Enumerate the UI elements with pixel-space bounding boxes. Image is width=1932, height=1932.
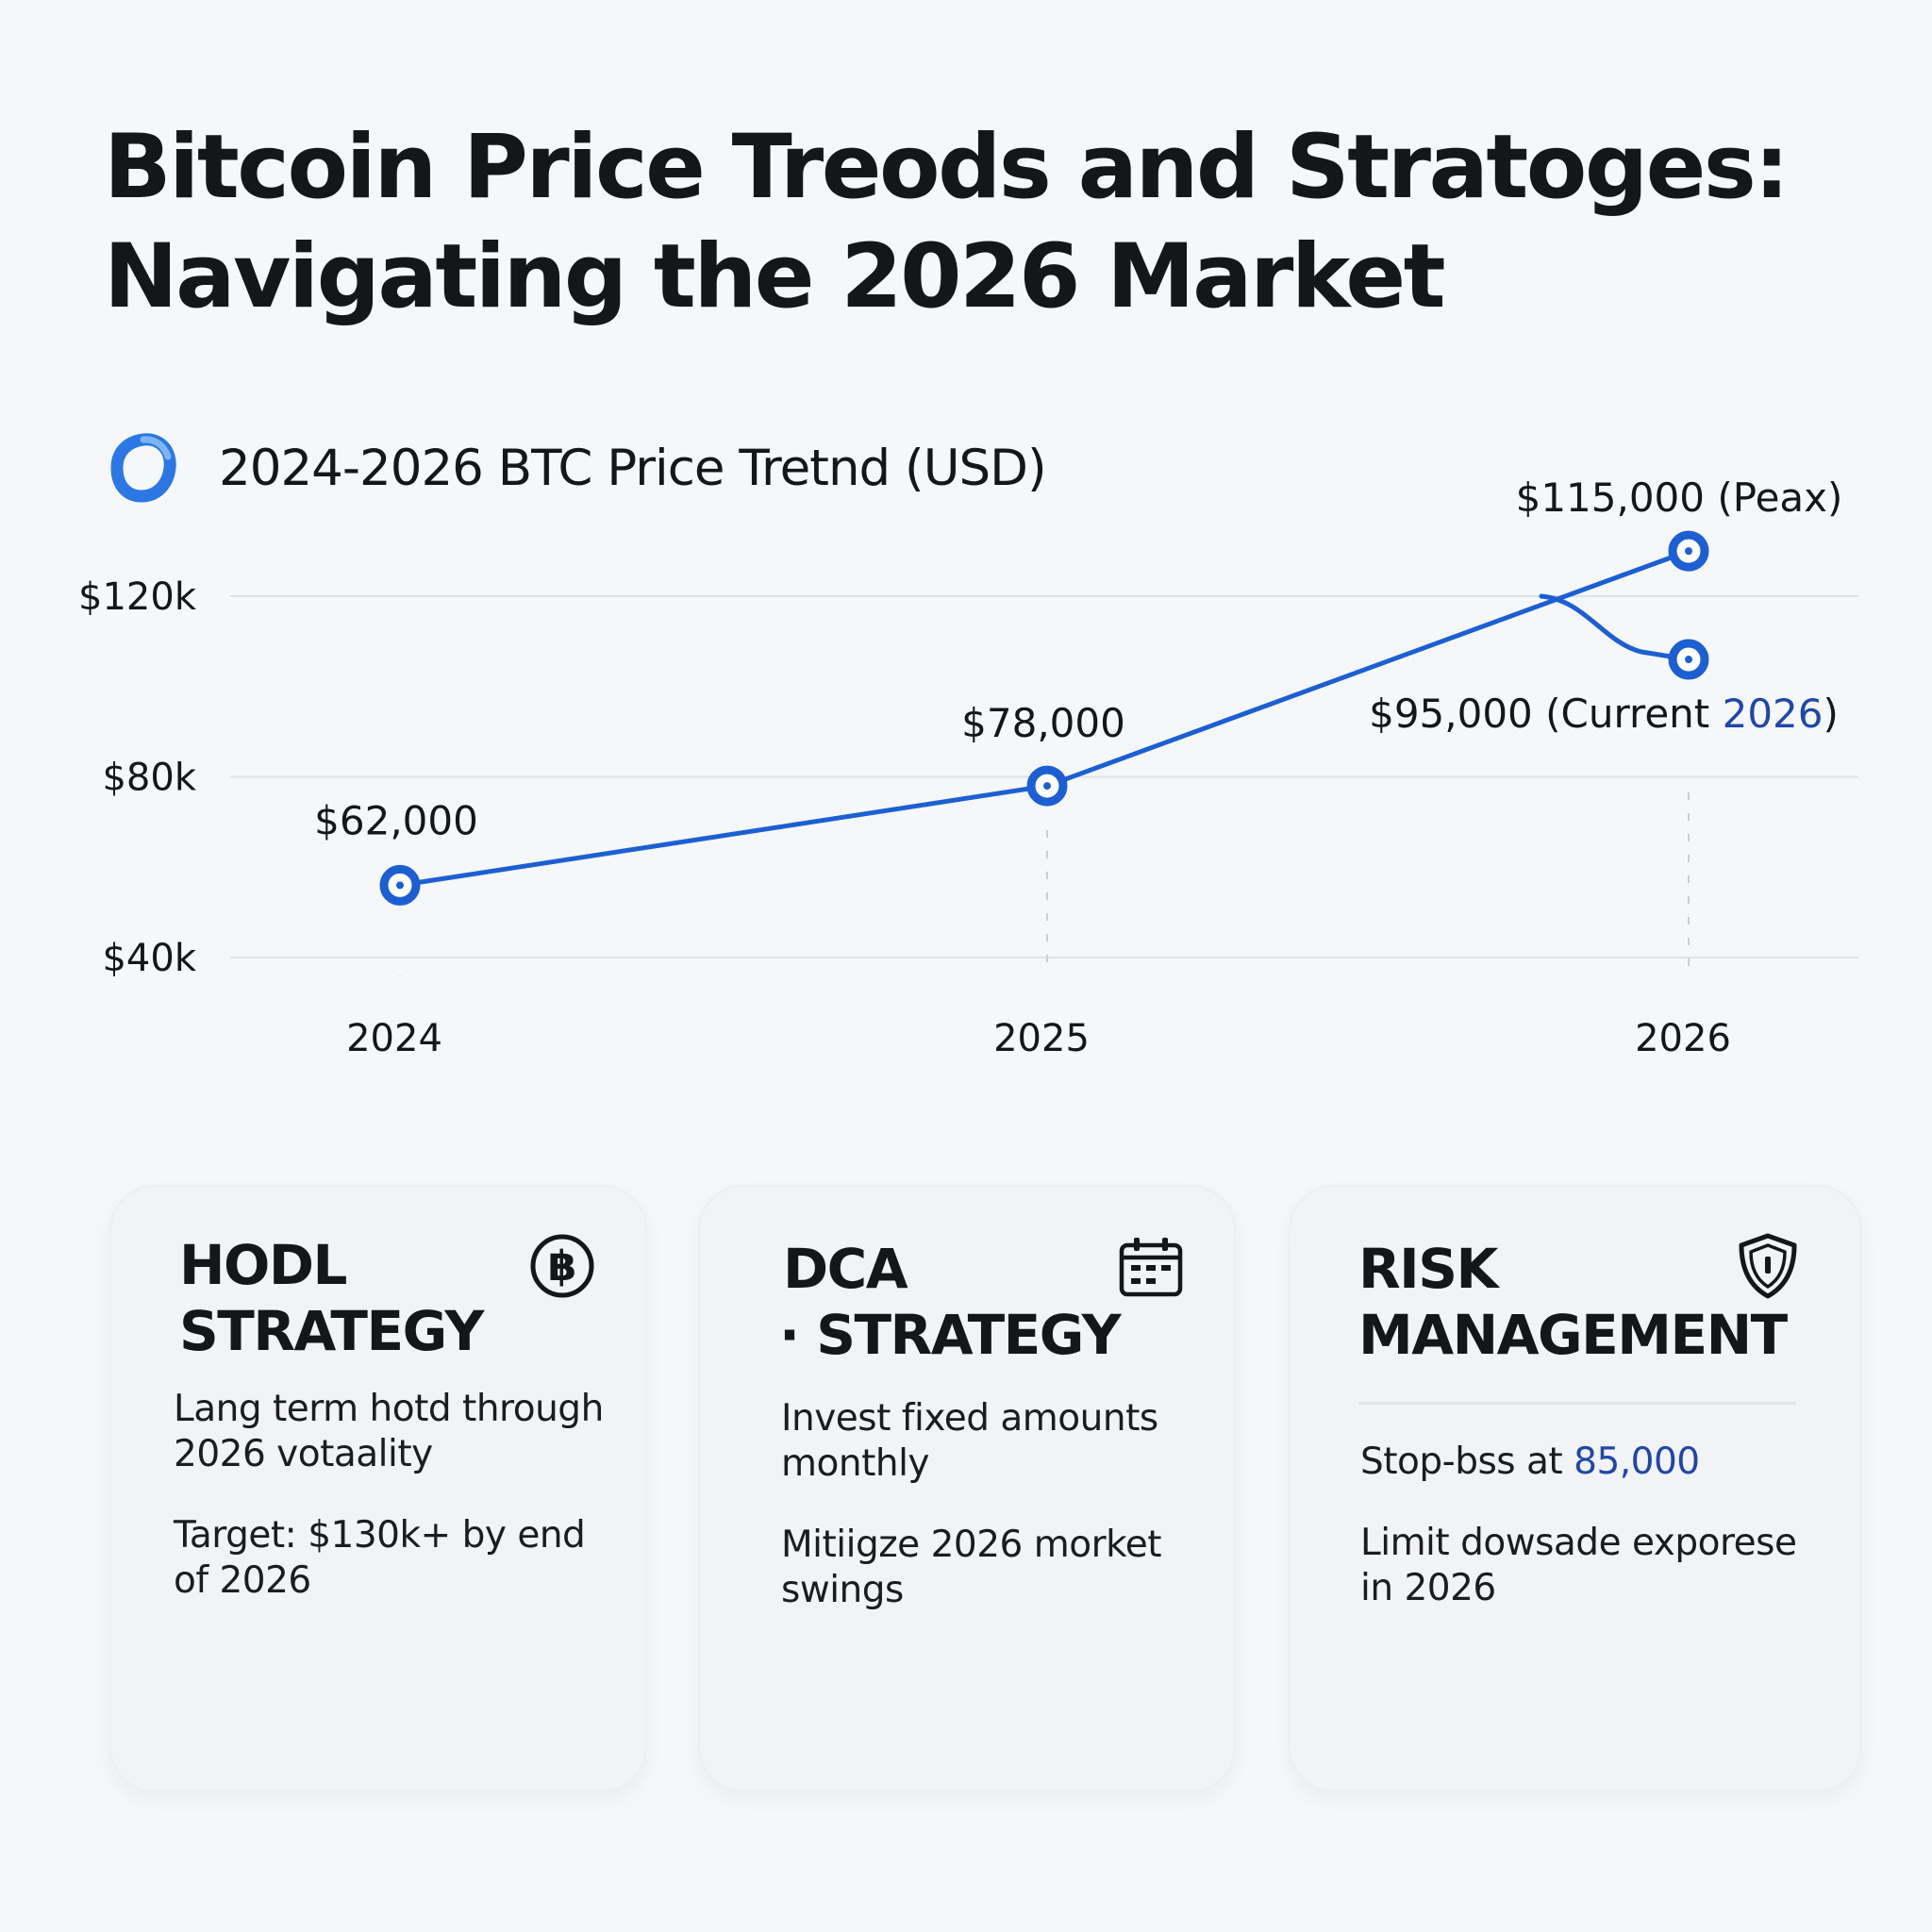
shield-icon <box>1739 1233 1797 1299</box>
card-heading-line-2: · STRATEGY <box>779 1303 1122 1367</box>
stop-loss-value: 85,000 <box>1574 1441 1700 1483</box>
y-tick-label: $80k <box>102 757 196 800</box>
x-tick-label: 2025 <box>993 1017 1090 1060</box>
card-text-1: Invest fixed amounts monthly <box>781 1397 1158 1485</box>
price-line-chart: $40k $80k $120k 2024 2025 2026 $62,000 $78,000 $… <box>78 475 1858 1060</box>
card-heading-line-1: RISK <box>1358 1237 1498 1301</box>
data-label: $95,000 (Current 2026) <box>1369 691 1839 737</box>
data-label-part: ) <box>1824 691 1839 737</box>
data-label: $115,000 (Peax) <box>1516 475 1843 521</box>
y-tick-label: $40k <box>102 937 196 980</box>
page-title-line-2: Navigating the 2026 Market <box>104 225 1446 328</box>
calendar-icon <box>1119 1238 1183 1297</box>
card-text-1: Stop-bss at 85,000 <box>1360 1440 1832 1485</box>
data-point-2026-center <box>1685 547 1692 556</box>
y-tick-label: $120k <box>78 575 197 619</box>
stop-loss-label: Stop-bss at <box>1360 1441 1574 1483</box>
card-text-1: Lang term hotd through 2026 votaality <box>174 1388 604 1475</box>
data-label: $78,000 <box>961 700 1125 746</box>
risk-management-card[interactable]: RISK MANAGEMENT Stop-bss at 85,000 Limit… <box>1289 1185 1862 1792</box>
card-text-2: Mitiigze 2026 morket swings <box>781 1524 1162 1611</box>
hodl-strategy-card[interactable]: HODL STRATEGY ฿ Lang term hotd through 2… <box>109 1185 647 1792</box>
card-divider <box>1358 1402 1796 1405</box>
data-label: $62,000 <box>314 797 478 843</box>
data-point-current-2026-center <box>1685 656 1692 664</box>
current-price-branch-line <box>1539 593 1691 662</box>
x-tick-label: 2026 <box>1635 1017 1731 1060</box>
dca-strategy-card[interactable]: DCA · STRATEGY Invest fixed amounts mont… <box>698 1185 1236 1792</box>
bitcoin-logo-icon <box>110 433 176 503</box>
card-text-2: Target: $130k+ by end of 2026 <box>174 1514 586 1602</box>
svg-text:฿: ฿ <box>548 1242 577 1291</box>
data-label-part: $95,000 (Current <box>1369 691 1723 737</box>
card-heading-line-1: DCA <box>783 1237 908 1301</box>
page-title-line-1: Bitcoin Price Treods and Stratoges: <box>104 116 1790 219</box>
bitcoin-coin-icon: ฿ <box>530 1234 594 1298</box>
x-tick-label: 2024 <box>346 1017 442 1060</box>
card-text-2: Limit dowsade exporese in 2026 <box>1360 1522 1797 1609</box>
data-point-2025-center <box>1043 782 1051 791</box>
data-point-2024-center <box>396 881 404 890</box>
card-heading-line-1: HODL <box>179 1233 347 1297</box>
chart-title: 2024-2026 BTC Price Tretnd (USD) <box>219 440 1047 497</box>
card-heading-line-2: STRATEGY <box>179 1299 484 1363</box>
card-heading-line-2: MANAGEMENT <box>1358 1303 1788 1367</box>
data-label-part: 2026 <box>1723 691 1824 737</box>
page-title: Bitcoin Price Treods and Stratoges: Navi… <box>104 113 1802 332</box>
